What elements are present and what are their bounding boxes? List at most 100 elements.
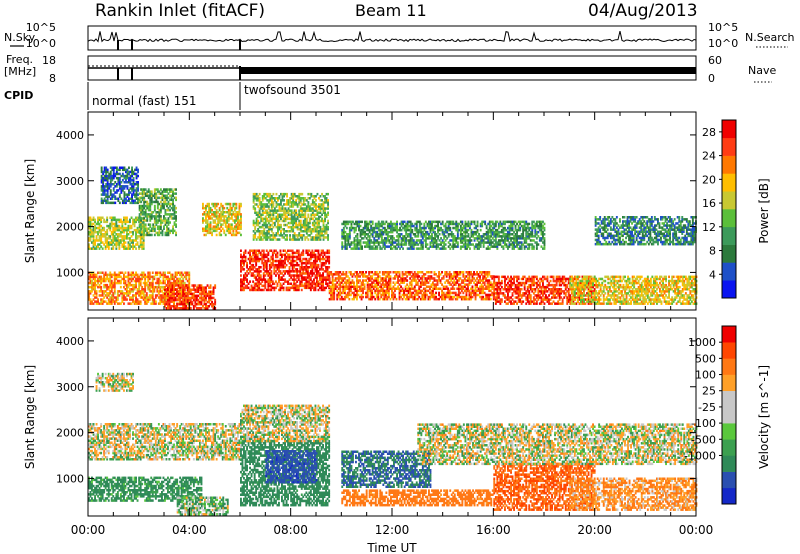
echo-cell: [113, 228, 116, 232]
echo-cell: [162, 292, 165, 295]
echo-cell: [261, 278, 264, 281]
echo-cell: [102, 183, 105, 186]
echo-cell: [103, 275, 106, 279]
echo-cell: [118, 187, 121, 190]
echo-cell: [132, 170, 135, 174]
echo-cell: [270, 286, 273, 290]
echo-cell: [167, 277, 169, 281]
echo-cell: [159, 290, 162, 293]
echo-cell: [137, 168, 139, 172]
echo-cell: [157, 283, 160, 287]
echo-cell: [252, 259, 255, 263]
echo-cell: [109, 197, 112, 200]
echo-cell: [256, 280, 259, 283]
echo-cell: [127, 279, 130, 283]
echo-cell: [258, 272, 261, 275]
echo-cell: [173, 206, 176, 210]
echo-cell: [89, 218, 92, 222]
echo-cell: [130, 296, 133, 299]
echo-cell: [138, 196, 141, 200]
echo-cell: [362, 295, 364, 299]
echo-cell: [118, 233, 121, 236]
echo-cell: [98, 224, 101, 228]
echo-cell: [192, 288, 195, 291]
echo-cell: [112, 216, 115, 219]
echo-cell: [177, 290, 180, 293]
echo-cell: [167, 219, 170, 222]
echo-cell: [138, 245, 141, 248]
echo-cell: [197, 300, 200, 304]
echo-cell: [197, 298, 200, 302]
echo-cell: [270, 284, 273, 288]
echo-cell: [171, 290, 174, 293]
echo-cell: [175, 211, 177, 214]
echo-cell: [121, 220, 124, 224]
echo-cell: [115, 233, 118, 236]
echo-cell: [129, 201, 132, 205]
echo-cell: [97, 226, 99, 230]
echo-cell: [125, 178, 127, 182]
echo-cell: [142, 296, 145, 299]
echo-cell: [143, 213, 146, 216]
echo-cell: [89, 216, 92, 219]
echo-cell: [150, 296, 153, 299]
echo-cell: [101, 302, 104, 305]
echo-cell: [131, 187, 133, 190]
echo-cell: [156, 279, 159, 283]
echo-cell: [102, 193, 105, 196]
echo-cell: [168, 290, 171, 293]
echo-cell: [128, 191, 130, 194]
echo-cell: [125, 201, 127, 205]
echo-cell: [138, 288, 141, 291]
echo-cell: [163, 196, 165, 200]
echo-cell: [264, 280, 267, 283]
echo-cell: [114, 185, 117, 188]
echo-cell: [94, 218, 96, 222]
echo-cell: [113, 279, 116, 283]
echo-cell: [252, 268, 255, 271]
echo-cell: [98, 218, 101, 222]
echo-cell: [179, 284, 182, 287]
echo-cell: [200, 292, 203, 296]
echo-cell: [240, 213, 242, 216]
echo-cell: [125, 174, 127, 178]
echo-cell: [91, 228, 93, 232]
echo-cell: [121, 185, 124, 188]
echo-cell: [113, 275, 116, 279]
echo-cell: [353, 281, 355, 284]
echo-cell: [158, 215, 161, 218]
echo-cell: [229, 231, 232, 235]
echo-cell: [98, 239, 101, 242]
echo-cell: [175, 217, 177, 220]
echo-cell: [142, 290, 145, 293]
echo-cell: [115, 239, 118, 242]
echo-cell: [252, 249, 255, 252]
echo-cell: [259, 257, 262, 261]
echo-cell: [112, 183, 115, 186]
echo-cell: [203, 300, 206, 304]
echo-cell: [148, 294, 151, 297]
echo-cell: [363, 283, 366, 286]
echo-cell: [230, 227, 233, 230]
echo-cell: [118, 224, 121, 228]
echo-cell: [113, 283, 116, 287]
echo-cell: [95, 275, 98, 279]
echo-cell: [250, 263, 253, 267]
echo-cell: [255, 268, 258, 271]
echo-cell: [250, 259, 253, 263]
echo-cell: [110, 218, 113, 222]
echo-cell: [116, 275, 119, 279]
echo-cell: [164, 302, 166, 306]
echo-cell: [112, 233, 115, 236]
echo-cell: [132, 271, 134, 274]
echo-cell: [116, 239, 119, 242]
echo-cell: [167, 271, 169, 274]
echo-cell: [112, 170, 115, 174]
echo-cell: [135, 189, 138, 192]
echo-cell: [186, 302, 189, 305]
echo-cell: [129, 245, 131, 248]
echo-cell: [118, 168, 121, 172]
echo-cell: [259, 274, 262, 277]
echo-cell: [249, 280, 251, 283]
echo-cell: [103, 189, 106, 192]
